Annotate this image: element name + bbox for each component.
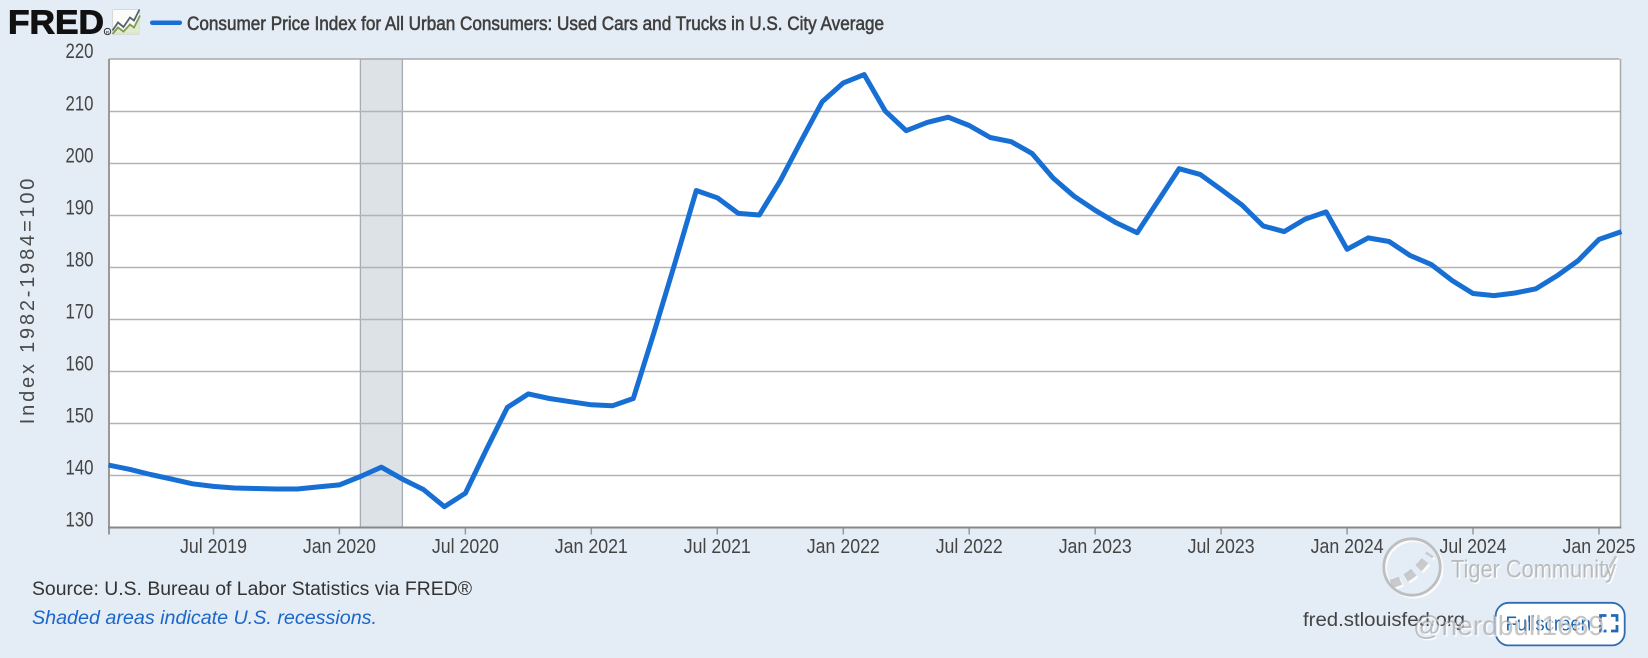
svg-text:200: 200 [66, 145, 94, 168]
svg-text:@nerdbull1669: @nerdbull1669 [1415, 612, 1606, 643]
svg-text:FRED: FRED [8, 4, 104, 41]
svg-text:Jan 2020: Jan 2020 [303, 536, 376, 558]
svg-text:Jan 2024: Jan 2024 [1311, 536, 1384, 558]
svg-text:140: 140 [66, 457, 94, 480]
svg-text:Tiger Community: Tiger Community [1451, 556, 1616, 584]
svg-text:Jan 2025: Jan 2025 [1563, 536, 1636, 558]
svg-text:220: 220 [66, 40, 94, 63]
svg-text:Jan 2022: Jan 2022 [807, 536, 880, 558]
svg-text:160: 160 [66, 353, 94, 376]
svg-text:170: 170 [66, 301, 94, 324]
svg-text:130: 130 [66, 509, 94, 532]
svg-text:Consumer Price Index for All U: Consumer Price Index for All Urban Consu… [187, 14, 884, 35]
svg-text:R: R [106, 30, 110, 35]
svg-text:Index 1982-1984=100: Index 1982-1984=100 [17, 176, 39, 424]
svg-text:Jul 2021: Jul 2021 [684, 536, 751, 558]
svg-text:Tiger Community: Tiger Community [1453, 557, 1618, 585]
svg-text:190: 190 [66, 197, 94, 220]
svg-text:Shaded areas indicate U.S. rec: Shaded areas indicate U.S. recessions. [32, 608, 377, 629]
svg-text:Jul 2020: Jul 2020 [432, 536, 499, 558]
svg-text:Jul 2023: Jul 2023 [1188, 536, 1255, 558]
svg-text:Jan 2023: Jan 2023 [1059, 536, 1132, 558]
svg-text:150: 150 [66, 405, 94, 428]
svg-text:180: 180 [66, 249, 94, 272]
svg-text:Jul 2024: Jul 2024 [1440, 536, 1507, 558]
svg-text:fred.stlouisfed.org: fred.stlouisfed.org [1303, 610, 1465, 631]
svg-text:@nerdbull1669: @nerdbull1669 [1413, 610, 1604, 641]
svg-text:Jul 2022: Jul 2022 [936, 536, 1003, 558]
svg-text:210: 210 [66, 93, 94, 116]
svg-text:Jan 2021: Jan 2021 [555, 536, 628, 558]
svg-text:Fullscreen: Fullscreen [1506, 614, 1592, 636]
svg-text:Jul 2019: Jul 2019 [180, 536, 247, 558]
svg-text:Source: U.S. Bureau of Labor S: Source: U.S. Bureau of Labor Statistics … [32, 579, 472, 600]
